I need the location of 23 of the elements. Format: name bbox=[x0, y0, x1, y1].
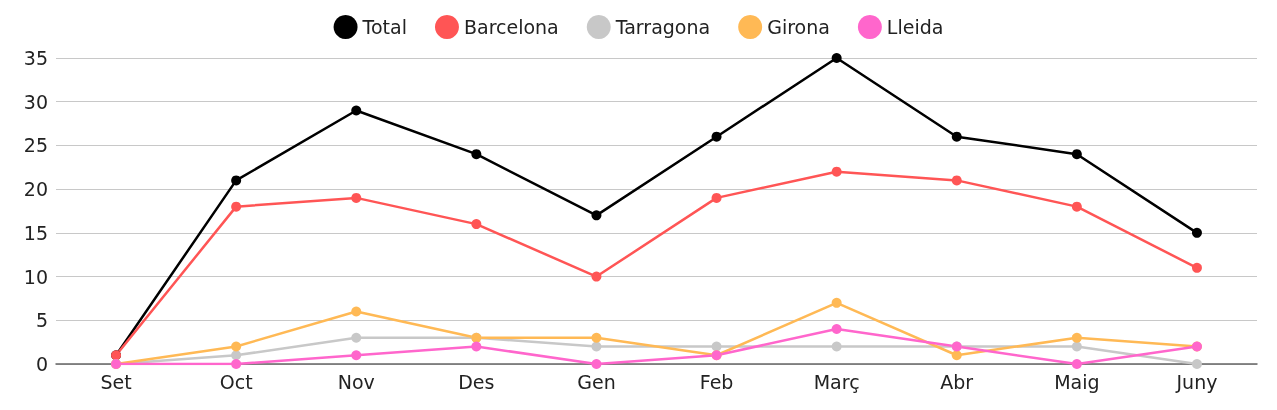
legend-label: Tarragona bbox=[614, 16, 711, 38]
y-tick-label: 20 bbox=[23, 178, 48, 201]
y-tick-label: 5 bbox=[35, 309, 48, 332]
x-tick-label: Des bbox=[458, 370, 495, 393]
y-tick-label: 15 bbox=[23, 221, 48, 244]
x-tick-label: Gen bbox=[577, 370, 616, 393]
y-tick-label: 0 bbox=[35, 353, 48, 375]
x-tick-label: Juny bbox=[1175, 370, 1218, 393]
x-tick-label: Oct bbox=[219, 370, 253, 393]
x-tick-label: Abr bbox=[940, 370, 974, 393]
x-tick-label: Set bbox=[100, 370, 132, 393]
y-tick-label: 25 bbox=[23, 134, 48, 157]
y-tick-label: 35 bbox=[23, 47, 48, 69]
y-tick-label: 30 bbox=[23, 90, 48, 113]
y-tick-label: 10 bbox=[23, 265, 48, 288]
legend-label: Lleida bbox=[886, 16, 944, 38]
x-tick-label: Feb bbox=[699, 370, 734, 393]
x-tick-label: Març bbox=[813, 370, 860, 393]
x-tick-label: Nov bbox=[337, 370, 375, 393]
x-tick-label: Maig bbox=[1054, 370, 1100, 393]
legend-label: Total bbox=[361, 16, 407, 38]
legend-label: Barcelona bbox=[463, 16, 559, 38]
legend-label: Girona bbox=[767, 16, 830, 38]
